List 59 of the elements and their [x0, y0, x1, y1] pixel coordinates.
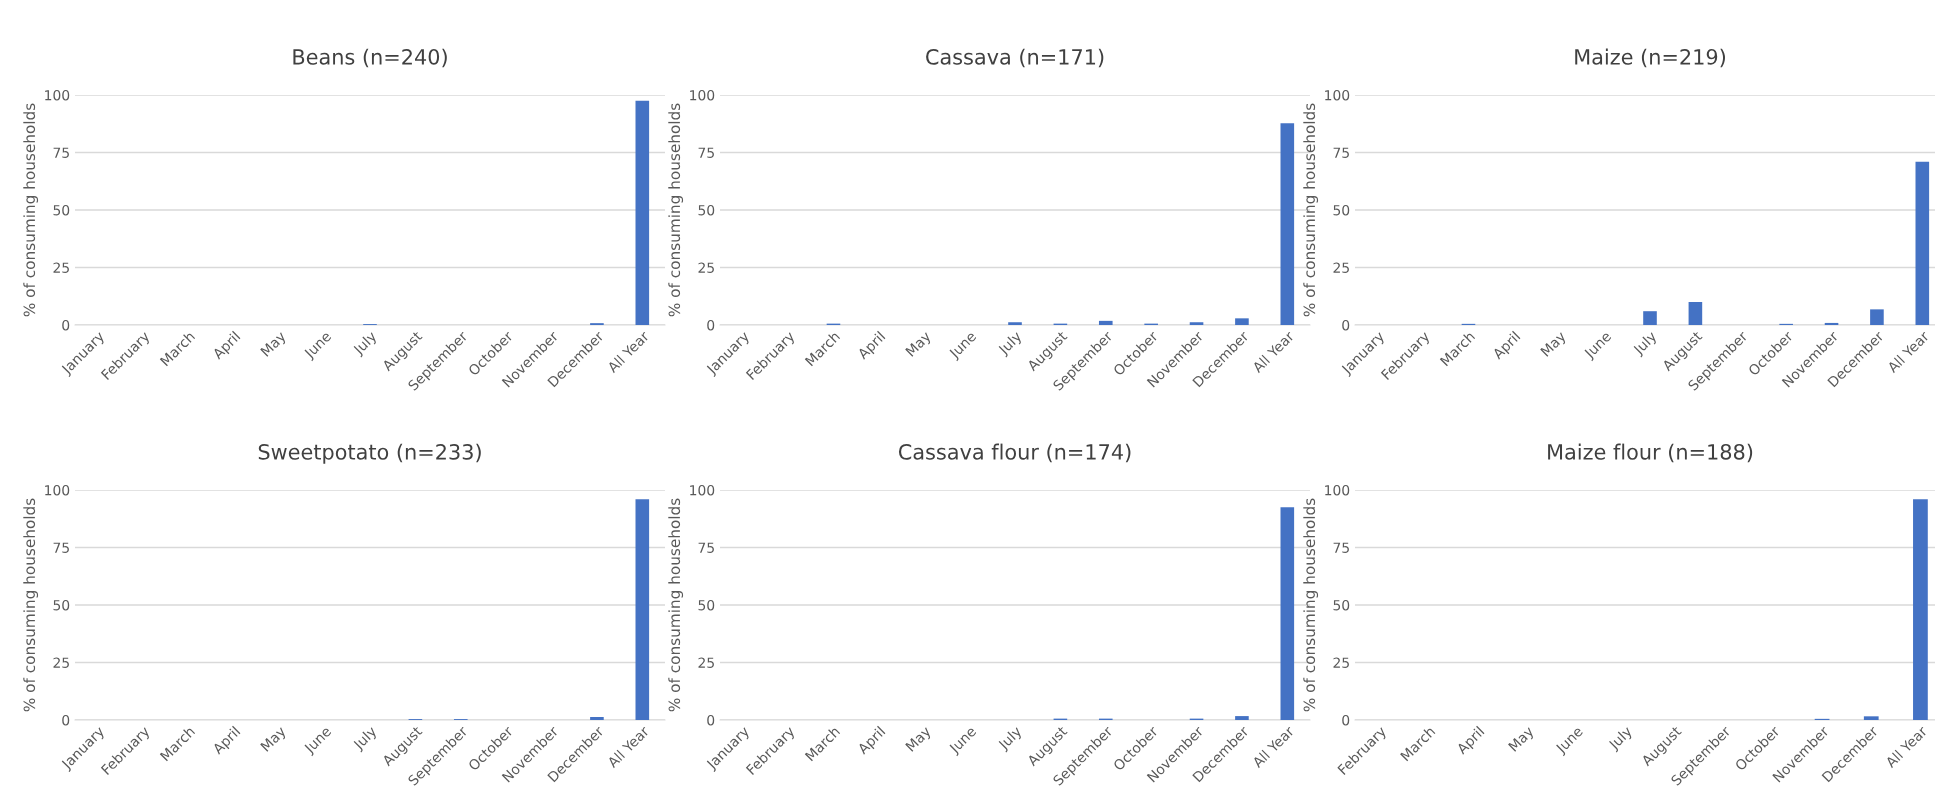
y-tick-label: 0 [707, 714, 715, 726]
y-tick-label: 50 [1333, 599, 1350, 611]
y-tick-label: 75 [53, 542, 69, 553]
y-tick-label: 75 [1333, 542, 1349, 553]
bar [590, 717, 604, 720]
bar [635, 100, 650, 325]
bar [1863, 716, 1879, 720]
y-tick-label: 50 [698, 599, 715, 611]
y-tick-label: 100 [45, 484, 70, 496]
y-tick-label: 25 [53, 262, 69, 273]
y-tick-label: 25 [698, 262, 714, 273]
bar [1008, 322, 1022, 325]
y-tick-label: 0 [1342, 714, 1350, 726]
y-tick-label: 100 [1325, 89, 1350, 101]
y-axis-title: % of consuming households [23, 498, 39, 712]
chart-title: Beans (n=240) [293, 48, 447, 68]
bar [1235, 716, 1249, 720]
y-tick-label: 50 [53, 599, 70, 611]
chart-title: Maize (n=219) [1575, 48, 1725, 68]
bar [1098, 320, 1113, 325]
y-axis-title: % of consuming households [23, 103, 39, 317]
bar [1235, 318, 1249, 325]
chart-title: Sweetpotato (n=233) [258, 443, 481, 464]
y-tick-label: 100 [690, 89, 715, 101]
chart-title: Maize flour (n=188) [1548, 443, 1753, 463]
y-axis-title: % of consuming households [668, 103, 684, 317]
y-tick-label: 0 [1342, 319, 1350, 331]
y-tick-label: 0 [707, 319, 715, 331]
bar [1913, 499, 1928, 720]
y-tick-label: 25 [1333, 657, 1349, 668]
bar [1643, 311, 1657, 325]
bar [1915, 161, 1930, 325]
y-tick-label: 25 [53, 657, 69, 668]
y-tick-label: 25 [1333, 262, 1349, 273]
bar [1688, 302, 1703, 325]
y-axis-title: % of consuming households [1303, 498, 1319, 712]
y-tick-label: 0 [62, 714, 70, 726]
y-tick-label: 50 [53, 204, 70, 216]
y-tick-label: 75 [698, 147, 714, 158]
bar [1280, 507, 1295, 720]
y-tick-label: 75 [1333, 147, 1349, 158]
y-tick-label: 50 [698, 204, 715, 216]
chart-title: Cassava (n=171) [926, 48, 1104, 68]
bar [1824, 322, 1839, 325]
y-tick-label: 100 [1325, 484, 1350, 496]
y-tick-label: 50 [1333, 204, 1350, 216]
y-tick-label: 0 [62, 319, 70, 331]
y-tick-label: 25 [698, 657, 714, 668]
y-tick-label: 75 [53, 147, 69, 158]
y-axis-title: % of consuming households [1303, 103, 1319, 317]
y-tick-label: 75 [698, 542, 714, 553]
bar [635, 499, 650, 720]
bar [1189, 322, 1204, 325]
y-tick-label: 100 [690, 484, 715, 496]
y-axis-title: % of consuming households [668, 498, 684, 712]
y-tick-label: 100 [45, 89, 70, 101]
bar [1280, 123, 1295, 325]
bar [1870, 309, 1884, 325]
chart-title: Cassava flour (n=174) [898, 443, 1131, 463]
